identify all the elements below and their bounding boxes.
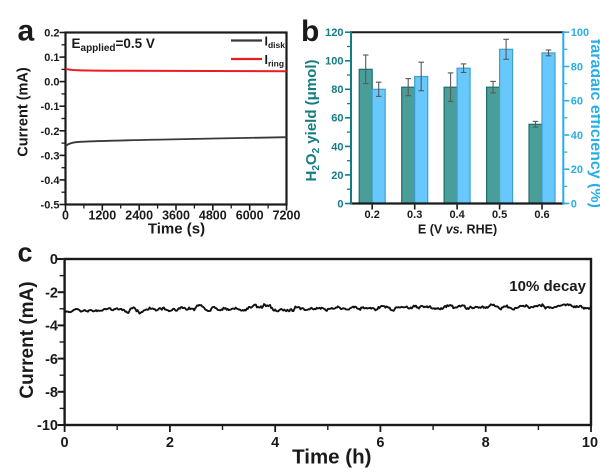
svg-text:3600: 3600	[162, 209, 190, 223]
svg-text:80: 80	[331, 84, 343, 96]
svg-text:10% decay: 10% decay	[509, 278, 586, 295]
svg-text:0.6: 0.6	[534, 209, 549, 221]
svg-text:60: 60	[571, 96, 583, 108]
svg-text:8: 8	[482, 435, 490, 451]
svg-text:b: b	[301, 15, 319, 48]
svg-text:-0.2: -0.2	[41, 126, 60, 138]
svg-text:-4: -4	[45, 319, 58, 335]
svg-text:Current (mA): Current (mA)	[17, 281, 38, 398]
svg-text:40: 40	[331, 141, 343, 153]
svg-text:120: 120	[325, 27, 343, 39]
svg-text:40: 40	[571, 130, 583, 142]
svg-text:0.0: 0.0	[44, 77, 59, 89]
svg-text:4800: 4800	[199, 209, 227, 223]
svg-text:0.5: 0.5	[492, 209, 507, 221]
svg-text:Current (mA): Current (mA)	[16, 67, 32, 157]
svg-text:7200: 7200	[273, 209, 301, 223]
svg-text:20: 20	[571, 164, 583, 176]
svg-text:-0.5: -0.5	[41, 200, 60, 212]
svg-text:-10: -10	[37, 418, 58, 434]
svg-text:80: 80	[571, 61, 583, 73]
svg-text:a: a	[18, 15, 35, 48]
svg-text:-6: -6	[45, 352, 58, 368]
svg-text:6000: 6000	[236, 209, 264, 223]
svg-text:-2: -2	[45, 285, 58, 301]
svg-text:E (V vs. RHE): E (V vs. RHE)	[418, 223, 497, 237]
svg-text:0.3: 0.3	[407, 209, 422, 221]
svg-text:6: 6	[376, 435, 384, 451]
svg-text:-0.1: -0.1	[41, 101, 60, 113]
svg-text:Time (h): Time (h)	[292, 446, 371, 469]
svg-text:-8: -8	[45, 385, 58, 401]
svg-text:-0.3: -0.3	[41, 150, 60, 162]
svg-text:0: 0	[571, 198, 577, 210]
svg-text:100: 100	[325, 56, 343, 68]
svg-text:0: 0	[61, 435, 69, 451]
svg-text:0.4: 0.4	[449, 209, 465, 221]
svg-text:0.2: 0.2	[44, 28, 59, 40]
svg-text:2: 2	[166, 435, 174, 451]
svg-text:0: 0	[337, 198, 343, 210]
svg-text:-0.4: -0.4	[41, 175, 61, 187]
svg-text:H2O2 yield (μmol): H2O2 yield (μmol)	[303, 60, 322, 182]
svg-text:0.2: 0.2	[365, 209, 380, 221]
svg-text:4: 4	[271, 435, 279, 451]
svg-text:2400: 2400	[125, 209, 153, 223]
svg-text:0.1: 0.1	[44, 52, 59, 64]
svg-text:20: 20	[331, 170, 343, 182]
svg-text:10: 10	[582, 435, 598, 451]
svg-text:1200: 1200	[88, 209, 116, 223]
svg-text:c: c	[18, 238, 33, 268]
svg-text:0: 0	[50, 252, 58, 268]
svg-text:faradaic efficiency (%): faradaic efficiency (%)	[587, 39, 600, 208]
svg-text:Time (s): Time (s)	[148, 221, 205, 238]
svg-text:60: 60	[331, 113, 343, 125]
svg-text:100: 100	[571, 27, 589, 39]
svg-text:0: 0	[62, 209, 69, 223]
